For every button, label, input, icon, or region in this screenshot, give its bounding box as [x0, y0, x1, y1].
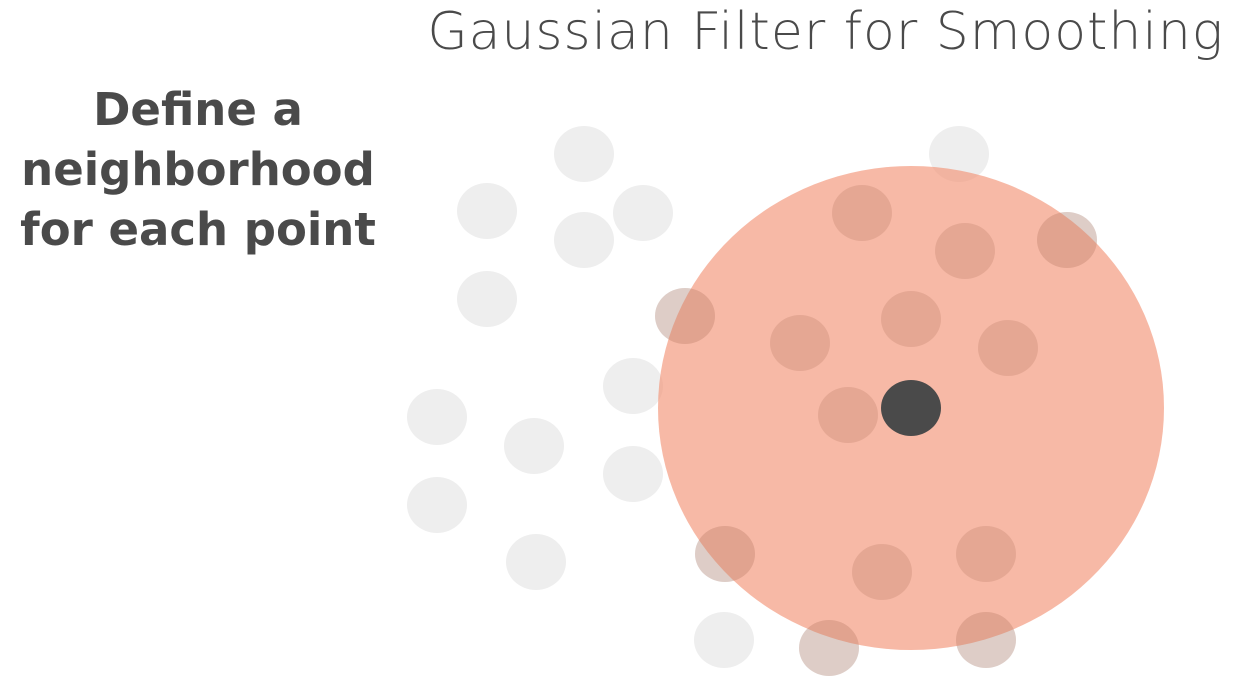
neighbor-point	[978, 320, 1038, 376]
data-point	[506, 534, 566, 590]
data-point	[457, 183, 517, 239]
data-point	[504, 418, 564, 474]
data-point	[694, 612, 754, 668]
data-point	[457, 271, 517, 327]
slide-title: Gaussian Filter for Smoothing	[427, 2, 1224, 62]
neighbor-point	[832, 185, 892, 241]
slide-caption: Define a neighborhood for each point	[8, 80, 388, 260]
neighbor-point	[935, 223, 995, 279]
neighborhood-points	[655, 185, 1097, 676]
neighbor-point	[655, 288, 715, 344]
caption-line: neighborhood	[21, 143, 375, 196]
neighbor-point	[770, 315, 830, 371]
neighbor-point	[695, 526, 755, 582]
neighbor-point	[1037, 212, 1097, 268]
neighbor-point	[818, 387, 878, 443]
data-point	[554, 212, 614, 268]
data-point	[407, 477, 467, 533]
data-point	[603, 446, 663, 502]
data-point	[929, 126, 989, 182]
neighbor-point	[852, 544, 912, 600]
neighbor-point	[799, 620, 859, 676]
data-points	[407, 126, 1097, 676]
neighbor-point	[881, 291, 941, 347]
neighbor-point	[956, 526, 1016, 582]
caption-line: Define a	[93, 83, 303, 136]
data-point	[603, 358, 663, 414]
center-point	[881, 380, 941, 436]
caption-line: for each point	[20, 203, 376, 256]
data-point	[613, 185, 673, 241]
data-point	[554, 126, 614, 182]
data-point	[407, 389, 467, 445]
neighbor-point	[956, 612, 1016, 668]
